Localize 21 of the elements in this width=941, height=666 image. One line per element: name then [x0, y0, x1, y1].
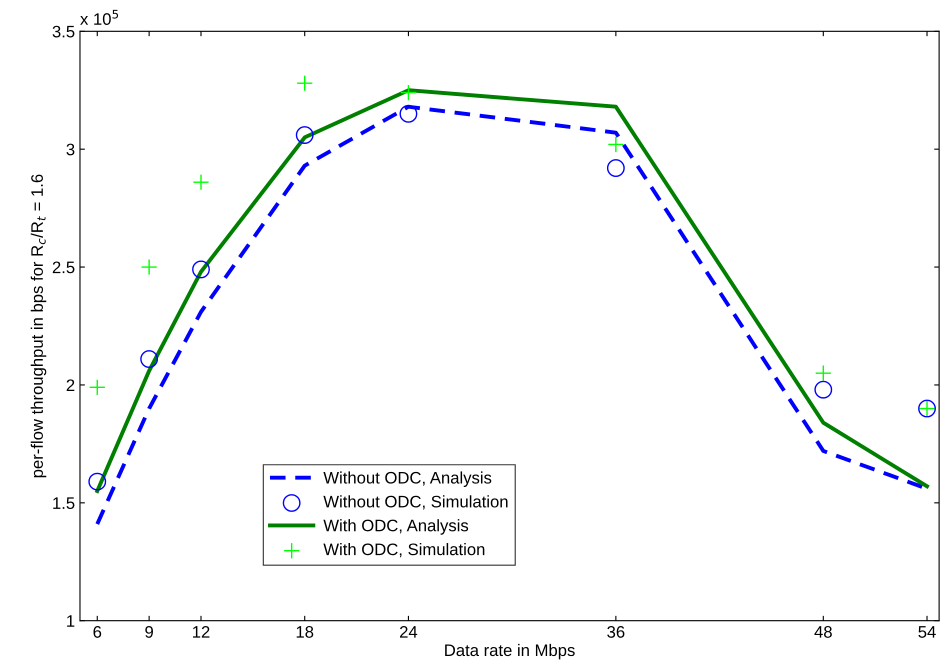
text: x 10$^{5}$ [80, 10, 118, 25]
x-tick-label: 18 [296, 626, 314, 638]
legend-label: Without ODC, Analysis [323, 471, 492, 487]
legend-label: With ODC, Simulation [323, 543, 484, 558]
legend-label: With ODC, Analysis [323, 519, 468, 535]
x-tick-label: 9 [145, 626, 153, 638]
x-tick-label: 48 [814, 626, 832, 638]
x-tick-label: 6 [93, 626, 102, 638]
x-axis-title: Data rate in Mbps [445, 644, 575, 660]
y-tick-label: 2 [66, 379, 74, 391]
y-tick-label: 3 [66, 144, 74, 156]
y-axis-title: per-flow throughput in bps for R$_{c}$/R$_{t}$ = 1.6 [30, 174, 46, 478]
y-tick-label: 2.5 [52, 261, 74, 274]
y-tick-label: 1 [67, 615, 74, 627]
y-tick-label: 3.5 [52, 26, 74, 38]
x-tick-label: 54 [918, 626, 936, 638]
x-tick-label: 36 [607, 626, 624, 638]
legend-label: Without ODC, Simulation [323, 495, 508, 510]
y-tick-label: 1.5 [53, 497, 74, 510]
x-tick-label: 24 [400, 626, 418, 638]
x-tick-label: 12 [192, 626, 210, 638]
